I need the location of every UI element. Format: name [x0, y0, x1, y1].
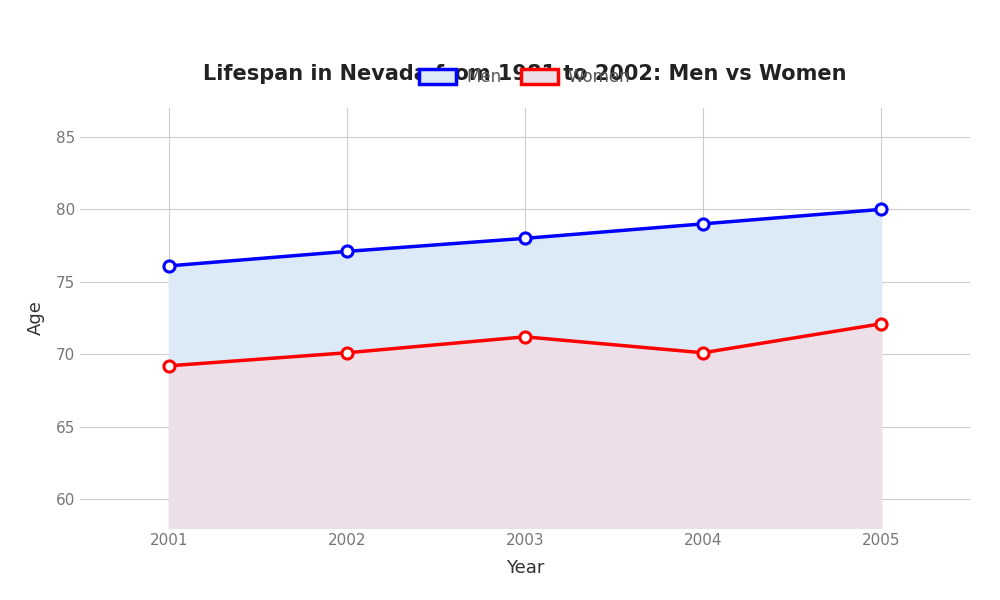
- Y-axis label: Age: Age: [27, 301, 45, 335]
- Title: Lifespan in Nevada from 1981 to 2002: Men vs Women: Lifespan in Nevada from 1981 to 2002: Me…: [203, 64, 847, 84]
- X-axis label: Year: Year: [506, 559, 544, 577]
- Legend: Men, Women: Men, Women: [413, 62, 637, 93]
